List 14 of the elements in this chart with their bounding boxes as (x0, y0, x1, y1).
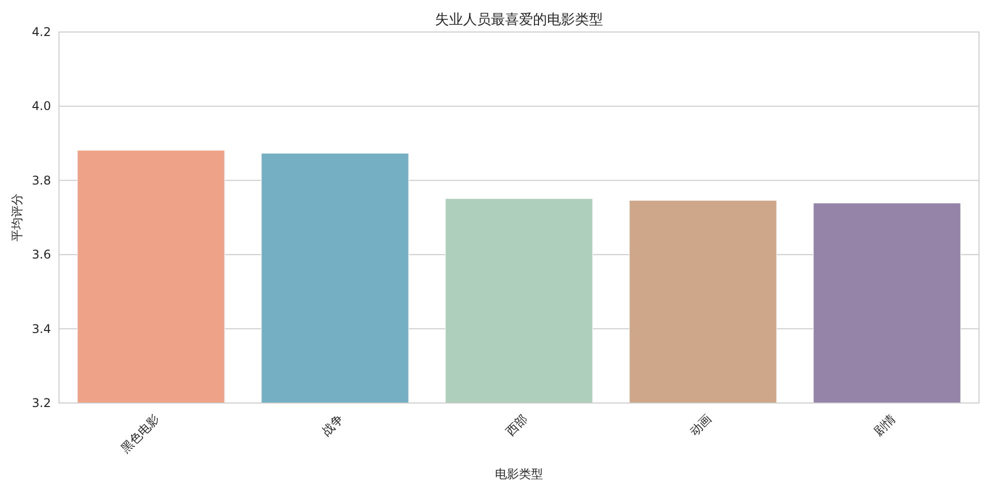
y-axis-title: 平均评分 (10, 194, 24, 242)
y-tick-label: 3.4 (32, 322, 51, 336)
y-tick-label: 3.8 (32, 173, 51, 188)
chart-title: 失业人员最喜爱的电影类型 (435, 12, 603, 28)
y-tick-label: 3.6 (32, 248, 51, 262)
y-tick-label: 4.2 (32, 25, 51, 39)
y-tick-label: 4.0 (32, 99, 51, 114)
y-tick-label: 3.2 (32, 396, 51, 410)
x-axis-title: 电影类型 (495, 467, 543, 481)
x-tick-label: 黑色电影 (118, 412, 162, 456)
x-tick-label: 战争 (319, 412, 346, 439)
x-tick-label: 剧情 (871, 412, 898, 439)
x-tick-label: 动画 (687, 412, 714, 439)
x-tick-label: 西部 (503, 412, 530, 439)
